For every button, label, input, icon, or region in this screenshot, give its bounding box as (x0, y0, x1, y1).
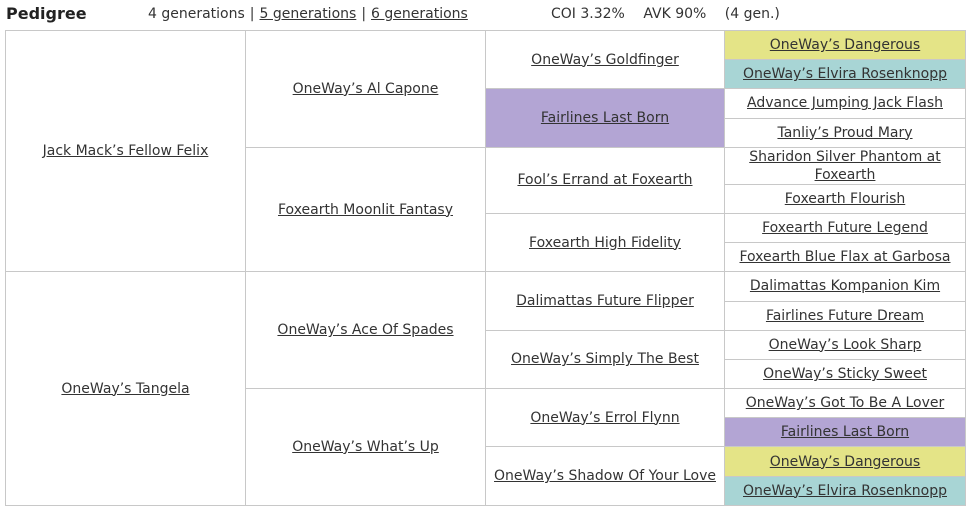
gen1-sire-cell: Jack Mack’s Fellow Felix (5, 29, 246, 273)
avk-value: AVK 90% (643, 6, 707, 22)
gen4-cell: OneWay’s Look Sharp (724, 329, 966, 360)
pedigree-row: Jack Mack’s Fellow Felix OneWay’s Al Cap… (5, 29, 966, 273)
gen4-cell: Advance Jumping Jack Flash (724, 88, 966, 119)
gen2-cell: OneWay’s What’s Up (245, 388, 486, 506)
gen2-cell: OneWay’s Al Capone (245, 30, 486, 148)
pedigree-row: OneWay’s Elvira Rosenknopp (6, 59, 966, 90)
gen4-cell: Tanliy’s Proud Mary (724, 117, 966, 148)
gen4-link[interactable]: OneWay’s Got To Be A Lover (745, 395, 945, 412)
gen1-sire-link[interactable]: Jack Mack’s Fellow Felix (42, 143, 209, 160)
gen3-link[interactable]: Fool’s Errand at Foxearth (517, 172, 693, 189)
gen4-cell: Dalimattas Kompanion Kim (724, 271, 966, 302)
gen2-link[interactable]: OneWay’s Ace Of Spades (277, 322, 454, 339)
gen1-dam-cell: OneWay’s Tangela (5, 271, 246, 506)
gen4-cell: Sharidon Silver Phantom at Foxearth (724, 146, 966, 185)
gen3-link[interactable]: Foxearth High Fidelity (529, 234, 681, 251)
page-title: Pedigree (6, 4, 87, 23)
gen3-link[interactable]: OneWay’s Goldfinger (531, 51, 679, 68)
gen4-cell: Foxearth Blue Flax at Garbosa (724, 242, 966, 273)
pedigree-row: Foxearth High Fidelity Foxearth Future L… (6, 212, 966, 273)
gen3-link[interactable]: Fairlines Last Born (540, 110, 670, 127)
pedigree-row: Foxearth Moonlit Fantasy Fool’s Errand a… (6, 146, 966, 273)
gen3-cell: OneWay’s Shadow Of Your Love (485, 446, 725, 506)
pedigree-header: Pedigree 4 generations | 5 generations | 6 g… (0, 0, 977, 30)
pedigree-row: Foxearth Blue Flax at Garbosa (6, 242, 966, 273)
gen4-link[interactable]: OneWay’s Dangerous (769, 453, 921, 470)
gen4-cell: Foxearth Future Legend (724, 212, 966, 244)
gen4-link[interactable]: OneWay’s Sticky Sweet (763, 365, 927, 382)
gen3-cell: OneWay’s Simply The Best (485, 329, 725, 390)
gen4-link[interactable]: Fairlines Last Born (780, 424, 910, 441)
gen4-link[interactable]: Sharidon Silver Phantom at Foxearth (749, 148, 941, 183)
gen4-link[interactable]: OneWay’s Elvira Rosenknopp (743, 482, 947, 499)
pedigree-row: OneWay’s Sticky Sweet (6, 358, 966, 390)
pedigree-stats: COI 3.32% AVK 90% (4 gen.) (551, 6, 780, 22)
gen4-cell: OneWay’s Dangerous (724, 29, 966, 61)
pedigree-row: OneWay’s Tangela OneWay’s Ace Of Spades … (5, 271, 966, 506)
gen3-link[interactable]: OneWay’s Shadow Of Your Love (494, 468, 716, 485)
pedigree-row: OneWay’s Elvira Rosenknopp (6, 475, 966, 506)
gen3-cell: Dalimattas Future Flipper (485, 271, 725, 331)
gen3-link[interactable]: OneWay’s Simply The Best (511, 351, 699, 368)
gen4-cell: OneWay’s Got To Be A Lover (724, 388, 966, 419)
gen3-link[interactable]: Dalimattas Future Flipper (516, 293, 694, 309)
gen2-cell: OneWay’s Ace Of Spades (245, 271, 486, 390)
gen4-cell: OneWay’s Dangerous (724, 446, 966, 477)
pedigree-row: OneWay’s Simply The Best OneWay’s Look S… (6, 329, 966, 390)
gen4-cell: Foxearth Flourish (724, 183, 966, 214)
separator: | (361, 6, 367, 22)
gen4-link[interactable]: OneWay’s Dangerous (769, 37, 921, 54)
pedigree-row: OneWay’s Shadow Of Your Love OneWay’s Da… (6, 446, 966, 506)
generation-option-6[interactable]: 6 generations (371, 6, 468, 22)
gen2-link[interactable]: Foxearth Moonlit Fantasy (278, 201, 453, 218)
gen2-link[interactable]: OneWay’s Al Capone (292, 80, 439, 97)
gen4-cell: OneWay’s Elvira Rosenknopp (724, 475, 966, 506)
generation-option-5[interactable]: 5 generations (259, 6, 357, 22)
gen3-cell: Fairlines Last Born (485, 88, 725, 148)
gen2-cell: Foxearth Moonlit Fantasy (245, 146, 486, 273)
generation-selector: 4 generations | 5 generations | 6 generation… (148, 6, 468, 22)
generation-current: 4 generations (148, 6, 245, 22)
gen4-cell: OneWay’s Elvira Rosenknopp (724, 59, 966, 90)
gen3-link[interactable]: OneWay’s Errol Flynn (530, 409, 680, 426)
gen3-cell: Fool’s Errand at Foxearth (485, 146, 725, 214)
pedigree-table: Jack Mack’s Fellow Felix OneWay’s Al Cap… (5, 29, 966, 506)
gen3-cell: OneWay’s Goldfinger (485, 29, 725, 90)
pedigree-row: Tanliy’s Proud Mary (6, 117, 966, 148)
gen4-cell: Fairlines Last Born (724, 417, 966, 448)
separator: | (249, 6, 255, 22)
gen3-cell: Foxearth High Fidelity (485, 212, 725, 273)
gen4-link[interactable]: Fairlines Future Dream (765, 307, 925, 324)
gen4-link[interactable]: Dalimattas Kompanion Kim (749, 278, 941, 295)
gen4-cell: Fairlines Future Dream (724, 300, 966, 331)
pedigree-row: OneWay’s What’s Up OneWay’s Errol Flynn … (6, 388, 966, 506)
gen4-cell: OneWay’s Sticky Sweet (724, 358, 966, 390)
gen2-link[interactable]: OneWay’s What’s Up (292, 438, 439, 455)
gen4-link[interactable]: OneWay’s Look Sharp (768, 336, 922, 353)
gen1-dam-link[interactable]: OneWay’s Tangela (61, 380, 190, 397)
gen4-link[interactable]: Foxearth Blue Flax at Garbosa (739, 249, 951, 266)
generation-note: (4 gen.) (724, 6, 780, 22)
gen4-link[interactable]: Tanliy’s Proud Mary (777, 124, 913, 141)
coi-value: COI 3.32% (551, 6, 625, 22)
gen4-link[interactable]: Foxearth Future Legend (762, 220, 928, 237)
gen4-link[interactable]: OneWay’s Elvira Rosenknopp (743, 66, 947, 83)
gen4-link[interactable]: Foxearth Flourish (784, 190, 906, 207)
gen4-link[interactable]: Advance Jumping Jack Flash (747, 95, 943, 112)
gen3-cell: OneWay’s Errol Flynn (485, 388, 725, 448)
